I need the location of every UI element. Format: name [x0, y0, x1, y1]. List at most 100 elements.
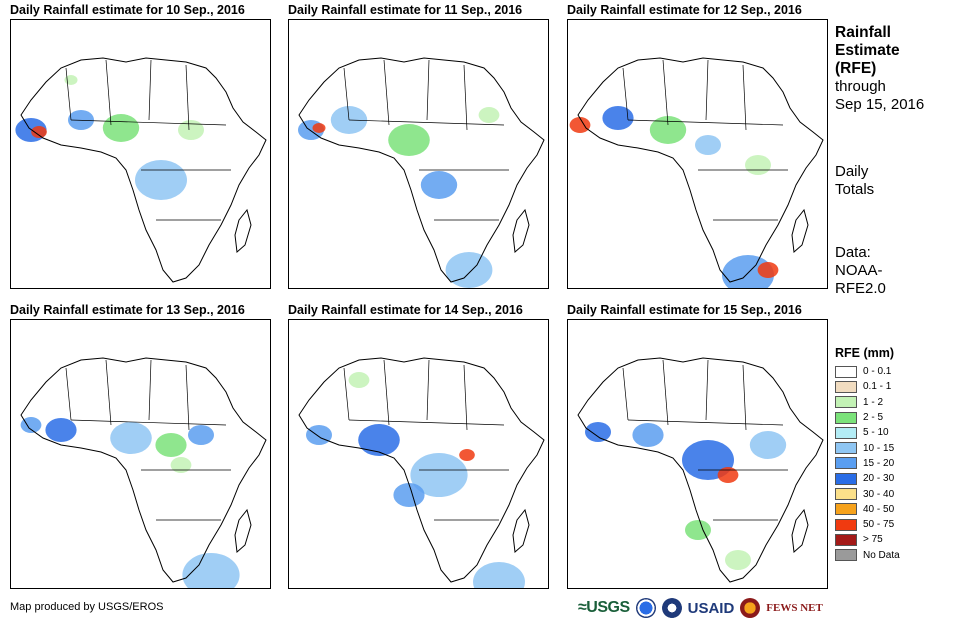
- country-border: [463, 364, 468, 431]
- country-border: [742, 364, 747, 431]
- rainfall-area: [725, 550, 751, 570]
- country-border: [662, 359, 669, 426]
- rainfall-area: [569, 117, 591, 133]
- country-border: [343, 67, 350, 121]
- legend-item: 0 - 0.1: [835, 364, 900, 379]
- rainfall-area: [695, 135, 721, 155]
- legend-label: > 75: [863, 534, 883, 546]
- country-border: [348, 119, 505, 126]
- rainfall-area: [632, 423, 664, 447]
- legend-label: No Data: [863, 549, 900, 561]
- rainfall-area: [717, 467, 739, 483]
- rainfall-area: [64, 75, 78, 85]
- africa-map: [298, 357, 545, 588]
- country-border: [105, 359, 112, 426]
- rainfall-area: [749, 431, 787, 459]
- country-border: [105, 59, 112, 126]
- rainfall-area: [478, 107, 500, 123]
- fews-net-logo: FEWS NET: [766, 602, 823, 614]
- legend-swatch: [835, 426, 857, 439]
- legend-label: 40 - 50: [863, 503, 895, 515]
- country-border: [148, 359, 152, 421]
- continent-outline: [298, 57, 545, 283]
- panel-title: Daily Rainfall estimate for 10 Sep., 201…: [10, 3, 245, 17]
- map-panel-sep15: Daily Rainfall estimate for 15 Sep., 201…: [567, 300, 847, 590]
- panel-title: Daily Rainfall estimate for 14 Sep., 201…: [288, 303, 523, 317]
- legend-label: 0.1 - 1: [863, 381, 892, 393]
- legend-item: 10 - 15: [835, 440, 900, 455]
- legend-item: 40 - 50: [835, 502, 900, 517]
- rainfall-area: [188, 425, 214, 445]
- country-border: [622, 367, 629, 421]
- continent-outline: [20, 357, 267, 583]
- legend-swatch: [835, 457, 857, 470]
- credit-text: Map produced by USGS/EROS: [10, 601, 164, 613]
- rainfall-area: [649, 116, 687, 144]
- noaa-logo: [635, 598, 656, 618]
- legend-label: 30 - 40: [863, 488, 895, 500]
- madagascar-outline: [234, 508, 252, 554]
- country-border: [622, 67, 629, 121]
- data-source-label: Data: NOAA- RFE2.0: [835, 244, 886, 297]
- country-border: [70, 419, 227, 426]
- legend-item: 20 - 30: [835, 471, 900, 486]
- daily-totals-label: Daily Totals: [835, 163, 875, 198]
- madagascar-outline: [512, 208, 530, 254]
- usgs-logo: ≈USGS: [578, 599, 630, 616]
- panel-title: Daily Rainfall estimate for 11 Sep., 201…: [288, 3, 523, 17]
- legend-swatch: [835, 396, 857, 409]
- country-border: [348, 419, 505, 426]
- rainfall-area: [20, 417, 42, 433]
- country-border: [185, 364, 190, 431]
- country-border: [383, 359, 390, 426]
- rainfall-area: [393, 483, 425, 507]
- rainfall-area: [102, 114, 140, 142]
- legend-item: No Data: [835, 548, 900, 563]
- legend-item: 5 - 10: [835, 425, 900, 440]
- rainfall-area: [722, 255, 774, 288]
- legend-item: > 75: [835, 532, 900, 547]
- rainfall-area: [685, 520, 711, 540]
- legend-swatch: [835, 518, 857, 531]
- rainfall-area: [312, 123, 326, 133]
- africa-map: [298, 57, 545, 288]
- legend-label: 0 - 0.1: [863, 366, 892, 378]
- country-border: [627, 119, 784, 126]
- through-date: Sep 15, 2016: [835, 96, 925, 113]
- map-panel-sep13: Daily Rainfall estimate for 13 Sep., 201…: [10, 300, 290, 590]
- country-border: [627, 419, 784, 426]
- continent-outline: [577, 57, 824, 283]
- rainfall-area: [358, 424, 400, 456]
- rainfall-area: [473, 562, 525, 588]
- rainfall-area: [757, 262, 779, 278]
- rainfall-area: [306, 425, 332, 445]
- rainfall-map: [288, 19, 549, 289]
- rainfall-map: [10, 19, 271, 289]
- country-border: [70, 119, 227, 126]
- country-border: [383, 59, 390, 126]
- rainfall-area: [745, 155, 771, 175]
- country-border: [705, 59, 709, 121]
- rainfall-area: [110, 422, 152, 454]
- rainfall-map: [288, 319, 549, 589]
- africa-map: [15, 57, 267, 283]
- through-label: through: [835, 78, 886, 95]
- map-panel-sep12: Daily Rainfall estimate for 12 Sep., 201…: [567, 0, 847, 290]
- country-border: [705, 359, 709, 421]
- rainfall-map: [567, 19, 828, 289]
- logo-strip: ≈USGS USAID FEWS NET: [578, 596, 823, 620]
- legend-item: 1 - 2: [835, 395, 900, 410]
- rainfall-area: [155, 433, 187, 457]
- country-border: [343, 367, 350, 421]
- country-border: [463, 64, 468, 131]
- legend-item: 30 - 40: [835, 486, 900, 501]
- africa-map: [569, 57, 824, 288]
- legend-swatch: [835, 549, 857, 562]
- legend-swatch: [835, 365, 857, 378]
- rfe-legend: RFE (mm) 0 - 0.1 0.1 - 1 1 - 2 2 - 5 5 - 10 1…: [835, 346, 900, 563]
- country-border: [65, 367, 72, 421]
- legend-swatch: [835, 533, 857, 546]
- fews-net-globe-icon: [740, 598, 761, 618]
- country-border: [662, 59, 669, 126]
- rainfall-area: [170, 457, 192, 473]
